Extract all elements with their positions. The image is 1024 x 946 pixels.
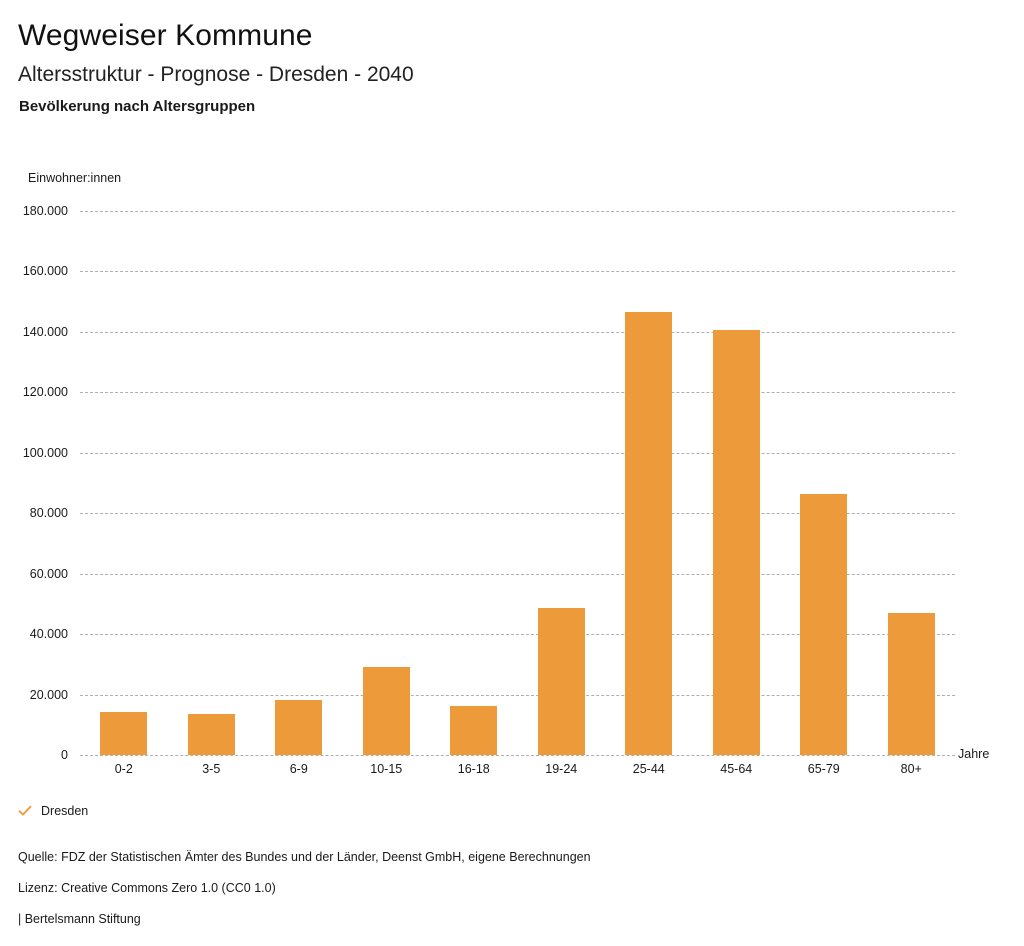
page-title: Wegweiser Kommune: [18, 19, 313, 52]
x-axis-tick-label: 3-5: [202, 762, 221, 776]
chart-section-title: Bevölkerung nach Altersgruppen: [19, 98, 256, 115]
chart-legend[interactable]: Dresden: [18, 804, 88, 818]
chart-footer: Quelle: FDZ der Statistischen Ämter des …: [18, 842, 978, 935]
gridline: [80, 331, 955, 333]
gridline: [80, 513, 955, 515]
gridline: [80, 271, 955, 273]
x-axis-title: Jahre: [958, 747, 990, 761]
x-axis-tick-label: 6-9: [289, 762, 308, 776]
y-axis-tick-label: 180.000: [22, 204, 68, 218]
y-axis-tick-labels: 0 20.000 40.000 60.000 80.000 100.000 120.000 1…: [0, 204, 68, 762]
x-axis-tick-label: 16-18: [457, 762, 490, 776]
bar[interactable]: [625, 312, 673, 755]
y-axis-tick-label: 60.000: [29, 566, 68, 581]
y-axis-title: Einwohner:innen: [28, 171, 122, 185]
x-axis-tick-label: 0-2: [114, 762, 133, 776]
gridline: [80, 694, 955, 696]
y-axis-tick-label: 80.000: [29, 506, 68, 521]
y-axis-tick-label: 160.000: [22, 264, 68, 279]
y-axis-tick-label: 40.000: [29, 627, 68, 642]
x-axis-tick-label: 80+: [900, 762, 922, 776]
y-axis-tick-label: 20.000: [29, 687, 68, 702]
y-axis-tick-label: 120.000: [22, 385, 68, 400]
gridline: [80, 392, 955, 394]
gridline: [80, 573, 955, 575]
gridline: [80, 634, 955, 636]
plot-area: [80, 211, 955, 756]
x-axis-tick-label: 10-15: [370, 762, 403, 776]
check-icon: [18, 804, 32, 818]
x-axis-tick-label: 25-44: [632, 762, 665, 776]
bar[interactable]: [100, 711, 148, 755]
bar-chart: Einwohner:innen 0 20.000 40.000 60.000 80.00…: [0, 171, 990, 776]
x-axis-tick-label: 45-64: [720, 762, 753, 776]
bar[interactable]: [362, 666, 410, 755]
footer-source: Quelle: FDZ der Statistischen Ämter des …: [18, 850, 591, 864]
gridline: [80, 755, 955, 756]
gridline: [80, 211, 955, 212]
y-axis-tick-label: 100.000: [22, 445, 68, 460]
y-axis-tick-label: 140.000: [22, 324, 68, 339]
bar[interactable]: [800, 494, 848, 755]
bar[interactable]: [712, 330, 760, 755]
chart-subtitle: Altersstruktur - Prognose - Dresden - 20…: [18, 63, 414, 86]
bar[interactable]: [537, 608, 585, 755]
chart-header: Wegweiser Kommune Altersstruktur - Progn…: [18, 18, 998, 117]
footer-license: Lizenz: Creative Commons Zero 1.0 (CC0 1…: [18, 881, 276, 895]
bar[interactable]: [187, 713, 235, 755]
gridline: [80, 452, 955, 454]
bar-series-dresden: [80, 211, 955, 755]
legend-item-dresden: Dresden: [41, 804, 89, 818]
y-axis-tick-label: 0: [61, 748, 68, 762]
footer-publisher: | Bertelsmann Stiftung: [18, 912, 141, 926]
bar[interactable]: [450, 706, 498, 755]
bar[interactable]: [887, 612, 935, 755]
x-axis-tick-label: 65-79: [807, 762, 840, 776]
bar[interactable]: [275, 699, 323, 755]
x-axis-tick-label: 19-24: [545, 762, 578, 776]
